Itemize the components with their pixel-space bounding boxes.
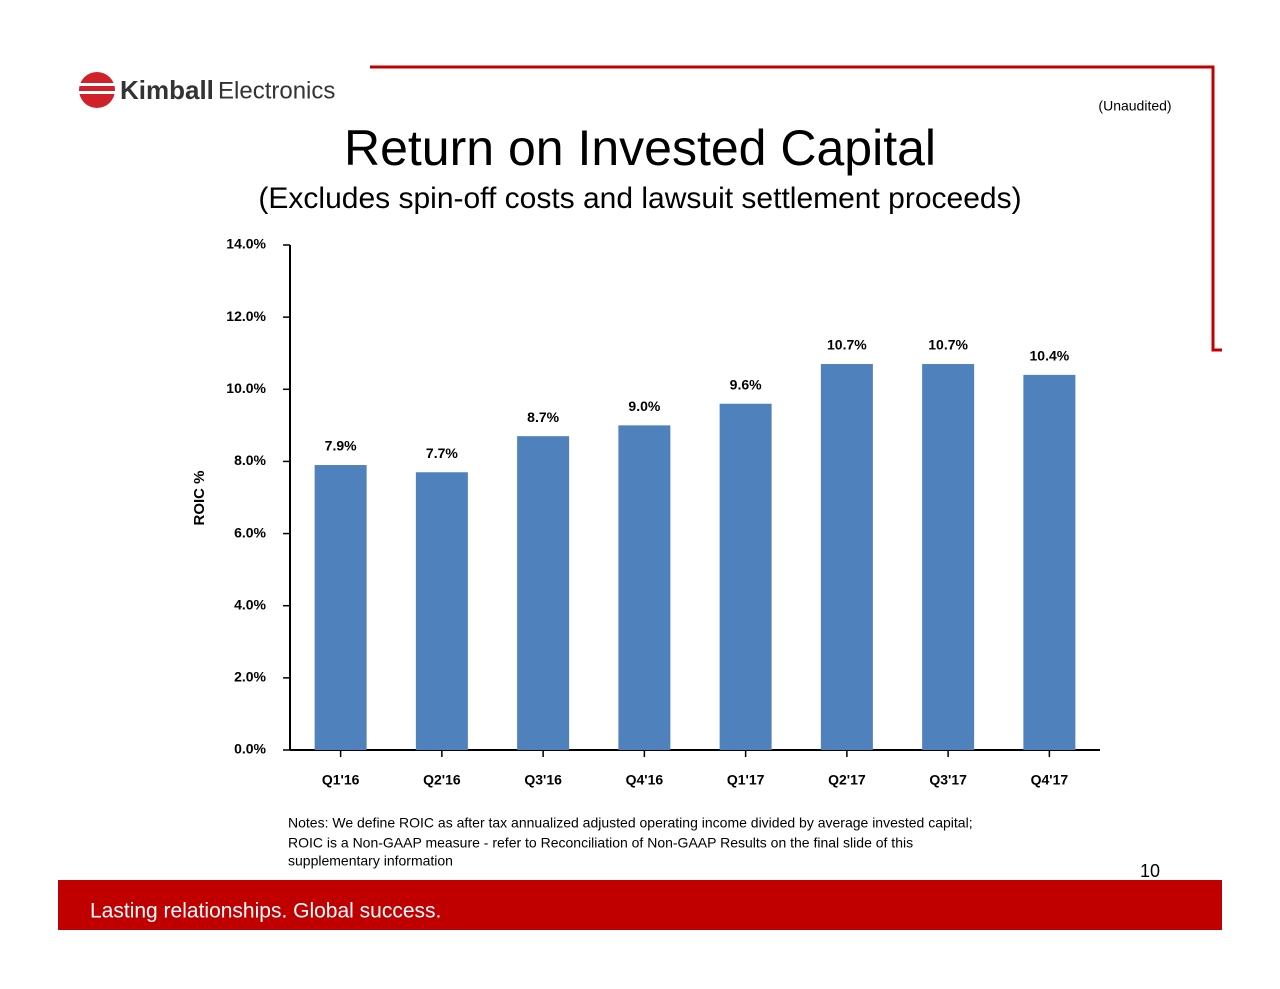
x-tick-label: Q1'17 bbox=[727, 772, 765, 788]
footer-bar bbox=[58, 880, 1222, 930]
value-label: 9.6% bbox=[730, 376, 762, 392]
bar bbox=[517, 436, 570, 750]
x-tick-label: Q1'16 bbox=[322, 772, 360, 788]
logo-mark bbox=[79, 72, 115, 108]
bar bbox=[415, 472, 468, 750]
page-number: 10 bbox=[1140, 861, 1160, 881]
y-tick-label: 10.0% bbox=[226, 380, 266, 396]
y-tick-label: 14.0% bbox=[226, 236, 266, 252]
x-tick-label: Q4'17 bbox=[1031, 772, 1069, 788]
x-tick-label: Q2'16 bbox=[423, 772, 461, 788]
x-tick-label: Q3'17 bbox=[929, 772, 967, 788]
chart-subtitle: (Excludes spin-off costs and lawsuit set… bbox=[258, 182, 1021, 215]
y-tick-label: 0.0% bbox=[234, 741, 266, 757]
chart-title: Return on Invested Capital bbox=[344, 120, 936, 176]
unaudited-note: (Unaudited) bbox=[1098, 98, 1171, 114]
logo-suffix: Electronics bbox=[218, 77, 335, 104]
y-tick-label: 6.0% bbox=[234, 524, 266, 540]
value-label: 9.0% bbox=[628, 398, 660, 414]
bar bbox=[820, 364, 873, 750]
bar bbox=[719, 403, 772, 750]
bar bbox=[618, 425, 671, 750]
note-line: supplementary information bbox=[288, 853, 453, 869]
bar bbox=[314, 465, 367, 750]
x-tick-label: Q4'16 bbox=[626, 772, 664, 788]
value-label: 10.7% bbox=[928, 337, 968, 353]
value-label: 10.7% bbox=[827, 337, 867, 353]
x-tick-label: Q3'16 bbox=[524, 772, 562, 788]
logo-name: Kimball bbox=[120, 75, 214, 105]
y-tick-label: 12.0% bbox=[226, 308, 266, 324]
note-line: ROIC is a Non-GAAP measure - refer to Re… bbox=[288, 835, 913, 851]
y-tick-label: 8.0% bbox=[234, 452, 266, 468]
x-tick-label: Q2'17 bbox=[828, 772, 866, 788]
y-axis-label: ROIC % bbox=[191, 470, 208, 525]
value-label: 7.9% bbox=[325, 438, 357, 454]
value-label: 10.4% bbox=[1030, 348, 1070, 364]
y-tick-label: 2.0% bbox=[234, 669, 266, 685]
value-label: 7.7% bbox=[426, 445, 458, 461]
note-line: Notes: We define ROIC as after tax annua… bbox=[288, 815, 973, 831]
y-tick-label: 4.0% bbox=[234, 596, 266, 612]
bar bbox=[922, 364, 975, 750]
bar bbox=[1023, 374, 1076, 750]
value-label: 8.7% bbox=[527, 409, 559, 425]
footer-text: Lasting relationships. Global success. bbox=[90, 900, 441, 923]
frame-line bbox=[370, 65, 1222, 352]
